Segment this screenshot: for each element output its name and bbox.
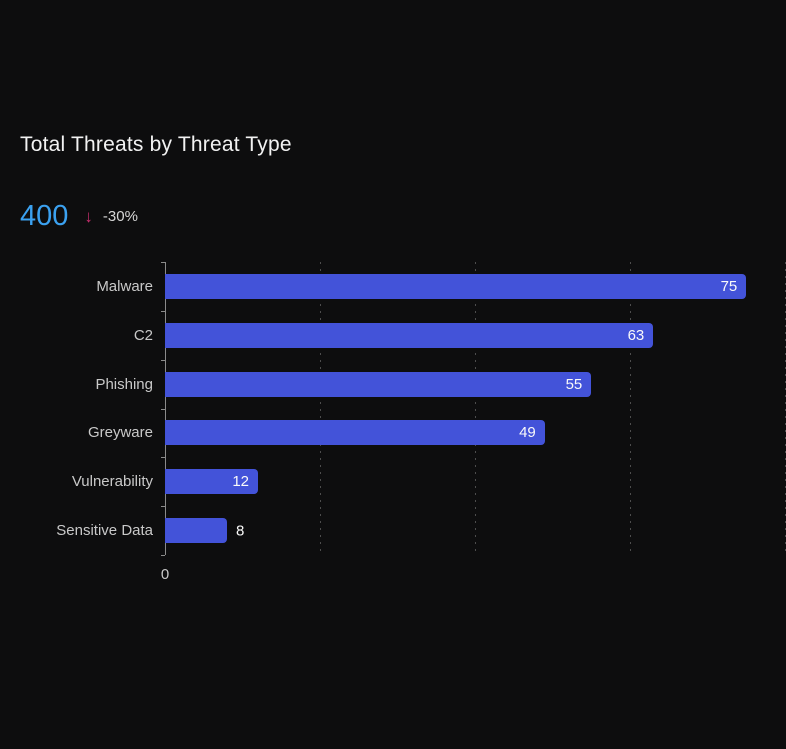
axis-tick	[161, 457, 165, 458]
axis-tick	[161, 360, 165, 361]
bar-value-label: 63	[627, 326, 645, 344]
chart-title: Total Threats by Threat Type	[20, 133, 292, 156]
axis-tick	[161, 262, 165, 263]
horizontal-bar-chart: Malware 75 C2 63 Phishing 55 Greyware 49 Vulnera…	[0, 262, 786, 556]
category-label: C2	[133, 326, 153, 344]
kpi-row: 400 ↓ -30%	[20, 202, 138, 231]
axis-tick	[161, 311, 165, 312]
y-axis-line	[165, 262, 166, 555]
category-label: Sensitive Data	[56, 522, 153, 540]
bar-vulnerability[interactable]: 12	[165, 469, 258, 495]
gridline-x-60	[630, 262, 631, 555]
bar-track: 8	[165, 518, 786, 544]
bar-value-label: 75	[720, 277, 738, 295]
bar-row: C2 63	[0, 311, 786, 360]
axis-tick	[161, 555, 165, 556]
bar-row: Greyware 49	[0, 408, 786, 457]
category-label: Vulnerability	[71, 473, 153, 491]
bar-track: 75	[165, 273, 786, 299]
bar-sensitive-data[interactable]	[165, 518, 227, 544]
bar-malware[interactable]: 75	[165, 273, 747, 299]
category-label: Malware	[96, 277, 153, 295]
bar-rows: Malware 75 C2 63 Phishing 55 Greyware 49 Vulnera…	[0, 262, 786, 555]
bar-value-label: 55	[565, 375, 583, 393]
gridline-x-40	[475, 262, 476, 555]
bar-track: 12	[165, 469, 786, 495]
bar-row: Vulnerability 12	[0, 457, 786, 506]
bar-value-label: 12	[232, 473, 249, 491]
axis-tick	[161, 506, 165, 507]
category-label: Greyware	[87, 424, 153, 442]
bar-track: 63	[165, 322, 786, 348]
arrow-down-icon: ↓	[84, 207, 93, 226]
bar-c2[interactable]: 63	[165, 322, 654, 348]
bar-value-label: 49	[519, 424, 536, 442]
bar-row: Malware 75	[0, 262, 786, 311]
bar-track: 49	[165, 420, 786, 446]
bar-row: Sensitive Data 8	[0, 506, 786, 555]
bar-greyware[interactable]: 49	[165, 420, 545, 446]
axis-tick	[161, 409, 165, 410]
category-label: Phishing	[95, 375, 153, 393]
kpi-total-value: 400	[20, 200, 69, 232]
x-axis-tick-label-zero: 0	[160, 566, 170, 583]
bar-phishing[interactable]: 55	[165, 371, 592, 397]
gridline-x-20	[320, 262, 321, 555]
bar-track: 55	[165, 371, 786, 397]
bar-value-label: 8	[236, 522, 245, 540]
kpi-trend-percent: -30%	[102, 208, 138, 225]
bar-row: Phishing 55	[0, 360, 786, 409]
